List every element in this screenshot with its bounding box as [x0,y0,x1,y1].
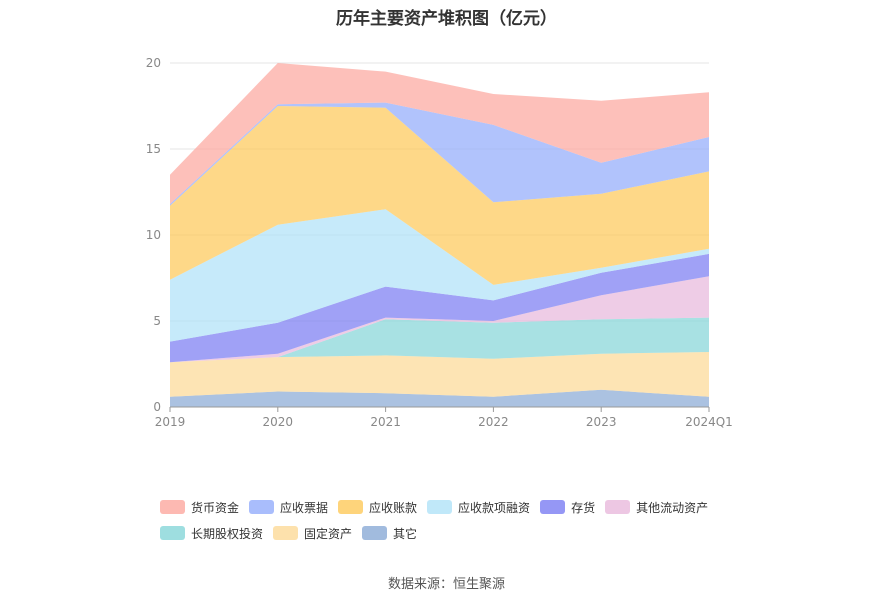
x-tick-label: 2021 [370,415,401,429]
y-tick-label: 0 [153,400,161,414]
area-固定资产 [170,352,709,397]
x-tick-label: 2019 [155,415,186,429]
legend-item[interactable]: 存货 [540,499,595,516]
legend-swatch [338,500,364,514]
legend-swatch [362,526,388,540]
legend-row: 货币资金 应收票据 应收账款 应收款项融资 存货 其他流动资产 [160,494,760,520]
area-应收款项融资 [170,209,709,342]
area-其他流动资产 [170,276,709,363]
legend-swatch [427,500,453,514]
axes: 0 5 10 15 20 2019 2020 2021 2022 2023 2024Q1 [146,56,733,429]
area-货币资金 [170,63,709,204]
legend-item[interactable]: 其它 [362,525,417,542]
legend-swatch [160,526,185,540]
area-存货 [170,253,709,363]
legend: 货币资金 应收票据 应收账款 应收款项融资 存货 其他流动资产长期股权投资 固定资产 其它 [160,494,760,546]
area-其它 [170,389,709,407]
legend-item[interactable]: 应收票据 [249,499,328,516]
x-tick-label: 2024Q1 [685,415,733,429]
legend-swatch [160,500,185,514]
legend-item[interactable]: 固定资产 [273,525,352,542]
legend-swatch [540,500,566,514]
legend-swatch [273,526,299,540]
area-series [170,63,709,407]
x-tick-label: 2023 [586,415,617,429]
legend-label: 其他流动资产 [636,500,709,515]
legend-label: 应收款项融资 [458,500,531,515]
legend-label: 存货 [571,500,596,515]
legend-item[interactable]: 应收款项融资 [427,499,530,516]
y-tick-label: 20 [146,56,161,70]
legend-label: 应收账款 [369,500,418,515]
legend-label: 长期股权投资 [191,526,264,541]
legend-swatch [249,500,275,514]
area-应收账款 [170,106,709,285]
chart-title: 历年主要资产堆积图（亿元） [336,9,557,29]
legend-item[interactable]: 其他流动资产 [605,499,708,516]
area-应收票据 [170,102,709,206]
legend-label: 固定资产 [304,526,353,541]
y-tick-label: 15 [146,142,161,156]
legend-label: 货币资金 [191,500,240,515]
legend-swatch [605,500,631,514]
legend-label: 应收票据 [280,500,329,515]
x-tick-label: 2022 [478,415,509,429]
legend-row: 长期股权投资 固定资产 其它 [160,520,760,546]
y-tick-label: 10 [146,228,161,242]
y-tick-label: 5 [153,314,161,328]
data-source: 数据来源：恒生聚源 [387,577,505,592]
area-长期股权投资 [170,317,709,363]
x-tick-label: 2020 [263,415,294,429]
legend-item[interactable]: 长期股权投资 [160,525,263,542]
legend-item[interactable]: 货币资金 [160,499,239,516]
legend-item[interactable]: 应收账款 [338,499,417,516]
legend-label: 其它 [393,526,418,541]
